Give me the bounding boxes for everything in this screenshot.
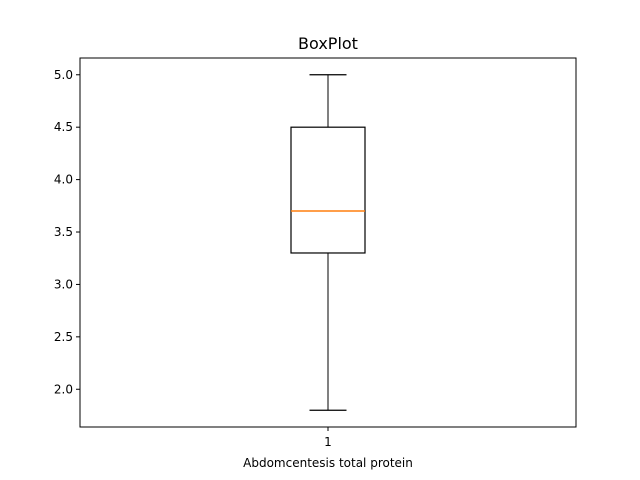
chart-title: BoxPlot	[298, 34, 358, 53]
y-tick-label: 3.5	[54, 225, 73, 239]
y-tick-label: 2.0	[54, 382, 73, 396]
y-tick-label: 3.0	[54, 277, 73, 291]
y-axis: 2.0 2.5 3.0 3.5 4.0 4.5 5.0	[54, 68, 80, 396]
x-tick-label: 1	[324, 435, 332, 449]
y-tick-label: 2.5	[54, 330, 73, 344]
x-axis: 1	[324, 427, 332, 449]
y-tick-label: 5.0	[54, 68, 73, 82]
y-tick-label: 4.0	[54, 173, 73, 187]
box-group	[290, 74, 366, 411]
y-tick-label: 4.5	[54, 120, 73, 134]
iqr-box	[290, 126, 366, 254]
x-axis-label: Abdomcentesis total protein	[243, 456, 413, 470]
